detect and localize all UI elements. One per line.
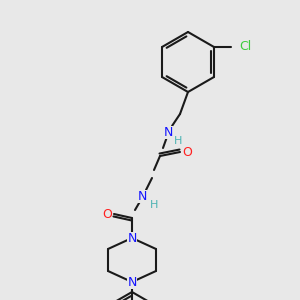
Text: N: N bbox=[127, 275, 137, 289]
Text: N: N bbox=[163, 125, 173, 139]
Text: N: N bbox=[127, 232, 137, 244]
Text: N: N bbox=[137, 190, 147, 202]
Text: H: H bbox=[150, 200, 158, 210]
Text: O: O bbox=[102, 208, 112, 220]
Text: Cl: Cl bbox=[239, 40, 251, 53]
Text: H: H bbox=[174, 136, 182, 146]
Text: O: O bbox=[182, 146, 192, 158]
